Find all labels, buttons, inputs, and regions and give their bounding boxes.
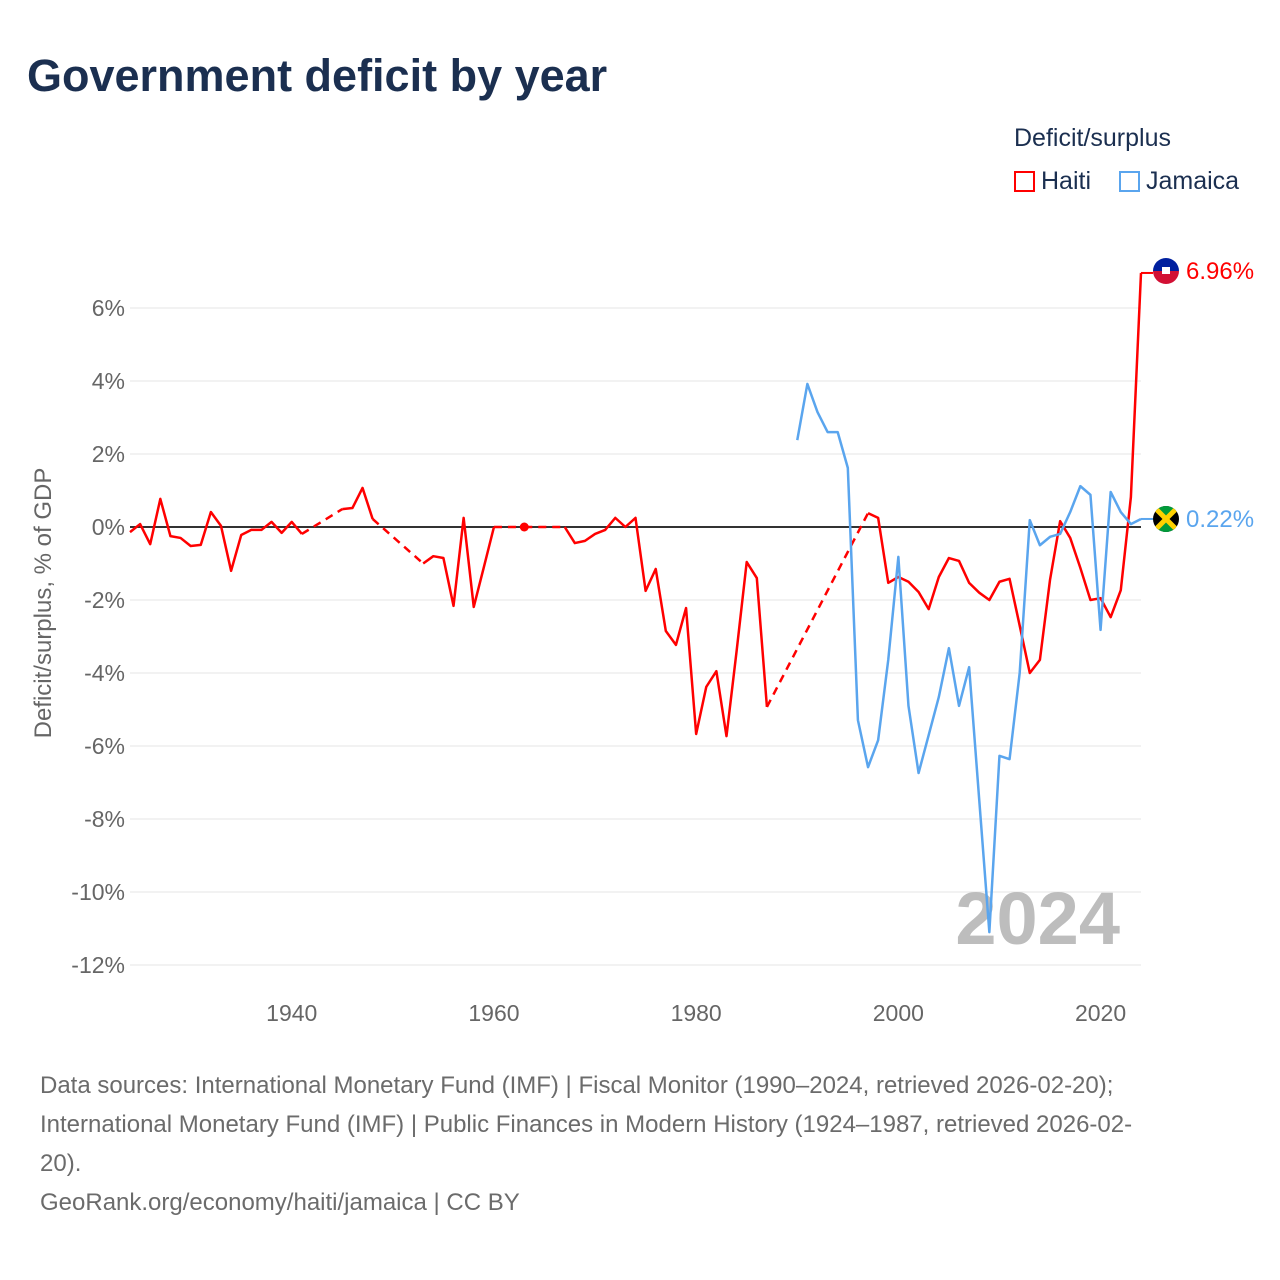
legend-swatch-haiti: [1014, 171, 1035, 192]
legend-item-haiti[interactable]: Haiti: [1014, 167, 1091, 196]
footer-line: Data sources: International Monetary Fun…: [40, 1072, 1114, 1099]
legend-label-jamaica: Jamaica: [1146, 167, 1240, 195]
x-tick-label: 2020: [1075, 1000, 1126, 1026]
series-gap-segment: [301, 508, 343, 536]
footer-sources: Data sources: International Monetary Fun…: [40, 1066, 1132, 1222]
footer-line: 20).: [40, 1150, 82, 1177]
series-line-segment: [342, 486, 374, 520]
x-axis-ticks: 1940 1960 1980 2000 2020: [266, 1000, 1126, 1026]
series-haiti: [129, 271, 1153, 738]
series-line-segment: [867, 272, 1143, 675]
footer-line[interactable]: GeoRank.org/economy/haiti/jamaica | CC B…: [40, 1189, 520, 1216]
x-tick-label: 1980: [671, 1000, 722, 1026]
series-line-segment: [796, 382, 1142, 934]
y-tick-label: 6%: [92, 295, 125, 321]
chart-title: Government deficit by year: [27, 50, 608, 101]
series-gap-segment: [371, 518, 425, 565]
end-markers: 6.96% 0.22%: [1153, 258, 1254, 533]
legend-label-haiti: Haiti: [1041, 167, 1092, 195]
series-jamaica: [796, 382, 1153, 934]
legend-swatch-jamaica: [1119, 171, 1140, 192]
y-tick-label: 4%: [92, 368, 125, 394]
gridlines: [130, 307, 1141, 966]
y-tick-label: -4%: [84, 660, 125, 686]
y-axis-ticks: 6% 4% 2% 0% -2% -4% -6% -8% -10% -12%: [71, 295, 125, 978]
x-tick-label: 1940: [266, 1000, 317, 1026]
year-watermark: 2024: [955, 877, 1120, 960]
y-tick-label: 2%: [92, 441, 125, 467]
jamaica-end-label: 0.22%: [1186, 506, 1254, 533]
series-lines: [129, 271, 1153, 934]
y-tick-label: -2%: [84, 587, 125, 613]
y-axis-label: Deficit/surplus, % of GDP: [30, 468, 57, 739]
y-tick-label: -10%: [71, 879, 125, 905]
footer-line: International Monetary Fund (IMF) | Publ…: [40, 1111, 1133, 1138]
jamaica-flag-icon: [1153, 506, 1179, 532]
x-tick-label: 1960: [468, 1000, 519, 1026]
y-tick-label: -8%: [84, 806, 125, 832]
series-line-segment: [129, 497, 303, 573]
y-tick-label: -6%: [84, 733, 125, 759]
legend-title: Deficit/surplus: [1014, 124, 1171, 152]
x-tick-label: 2000: [873, 1000, 924, 1026]
y-tick-label: -12%: [71, 952, 125, 978]
haiti-flag-icon: [1153, 258, 1179, 284]
series-line-segment: [563, 516, 769, 738]
series-line-segment: [422, 516, 496, 609]
haiti-end-label: 6.96%: [1186, 258, 1254, 285]
legend-item-jamaica[interactable]: Jamaica: [1119, 167, 1239, 196]
y-tick-label: 0%: [92, 514, 125, 540]
